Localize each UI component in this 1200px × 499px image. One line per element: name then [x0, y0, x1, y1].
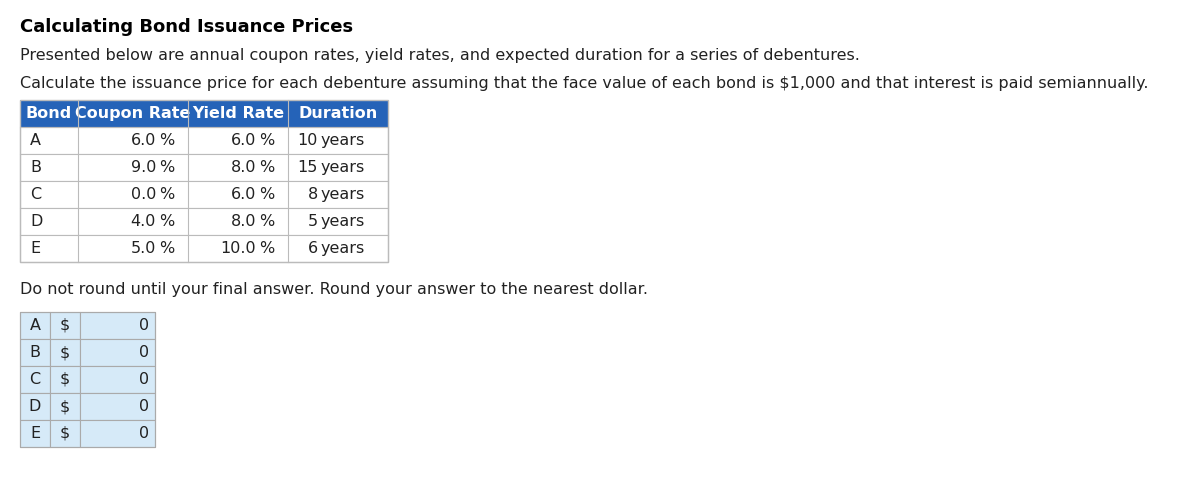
Text: 0: 0 [139, 372, 149, 387]
Text: A: A [30, 318, 41, 333]
Text: A: A [30, 133, 41, 148]
Text: 10.0: 10.0 [221, 241, 256, 256]
Text: 6.0: 6.0 [230, 187, 256, 202]
Text: 6.0: 6.0 [131, 133, 156, 148]
Text: 9.0: 9.0 [131, 160, 156, 175]
Text: Calculate the issuance price for each debenture assuming that the face value of : Calculate the issuance price for each de… [20, 76, 1148, 91]
Text: C: C [30, 187, 41, 202]
Text: Do not round until your final answer. Round your answer to the nearest dollar.: Do not round until your final answer. Ro… [20, 282, 648, 297]
Text: B: B [30, 160, 41, 175]
Text: B: B [30, 345, 41, 360]
Text: 8.0: 8.0 [230, 160, 256, 175]
Bar [20, 312, 155, 447]
Bar [80, 393, 155, 420]
Text: 10: 10 [298, 133, 318, 148]
Bar [50, 339, 80, 366]
Text: years: years [322, 133, 365, 148]
Text: $: $ [60, 426, 70, 441]
Text: Bond: Bond [26, 106, 72, 121]
Text: %: % [259, 133, 275, 148]
Bar [20, 181, 388, 208]
Text: 0.0: 0.0 [131, 187, 156, 202]
Bar [80, 339, 155, 366]
Text: Coupon Rate: Coupon Rate [76, 106, 191, 121]
Bar [80, 420, 155, 447]
Text: %: % [158, 133, 174, 148]
Text: 0: 0 [139, 345, 149, 360]
Text: years: years [322, 214, 365, 229]
Text: Duration: Duration [299, 106, 378, 121]
Text: %: % [259, 160, 275, 175]
Text: years: years [322, 241, 365, 256]
Text: $: $ [60, 399, 70, 414]
Bar [20, 420, 50, 447]
Text: years: years [322, 160, 365, 175]
Bar [20, 208, 388, 235]
Text: %: % [158, 187, 174, 202]
Text: D: D [30, 214, 42, 229]
Text: %: % [259, 214, 275, 229]
Bar [80, 312, 155, 339]
Text: 5: 5 [308, 214, 318, 229]
Bar [50, 366, 80, 393]
Text: Calculating Bond Issuance Prices: Calculating Bond Issuance Prices [20, 18, 353, 36]
Bar [20, 339, 50, 366]
Text: 4.0: 4.0 [131, 214, 156, 229]
Bar [20, 127, 388, 154]
Bar [80, 366, 155, 393]
Text: 6: 6 [308, 241, 318, 256]
Text: %: % [158, 160, 174, 175]
Text: 5.0: 5.0 [131, 241, 156, 256]
Text: %: % [259, 241, 275, 256]
Bar [20, 312, 50, 339]
Text: %: % [259, 187, 275, 202]
Text: D: D [29, 399, 41, 414]
Bar [20, 393, 50, 420]
Text: 8.0: 8.0 [230, 214, 256, 229]
Text: years: years [322, 187, 365, 202]
Bar [20, 235, 388, 262]
Text: 15: 15 [298, 160, 318, 175]
Text: 0: 0 [139, 426, 149, 441]
Text: E: E [30, 241, 40, 256]
Bar [50, 393, 80, 420]
Text: $: $ [60, 318, 70, 333]
Text: 6.0: 6.0 [230, 133, 256, 148]
Text: $: $ [60, 372, 70, 387]
Bar [20, 100, 388, 262]
Text: 0: 0 [139, 399, 149, 414]
Bar [20, 366, 50, 393]
Text: Yield Rate: Yield Rate [192, 106, 284, 121]
Text: 0: 0 [139, 318, 149, 333]
Text: E: E [30, 426, 40, 441]
Bar [20, 154, 388, 181]
Bar [50, 420, 80, 447]
Bar [20, 100, 388, 127]
Text: $: $ [60, 345, 70, 360]
Text: %: % [158, 214, 174, 229]
Text: %: % [158, 241, 174, 256]
Text: C: C [30, 372, 41, 387]
Text: 8: 8 [307, 187, 318, 202]
Bar [50, 312, 80, 339]
Text: Presented below are annual coupon rates, yield rates, and expected duration for : Presented below are annual coupon rates,… [20, 48, 860, 63]
